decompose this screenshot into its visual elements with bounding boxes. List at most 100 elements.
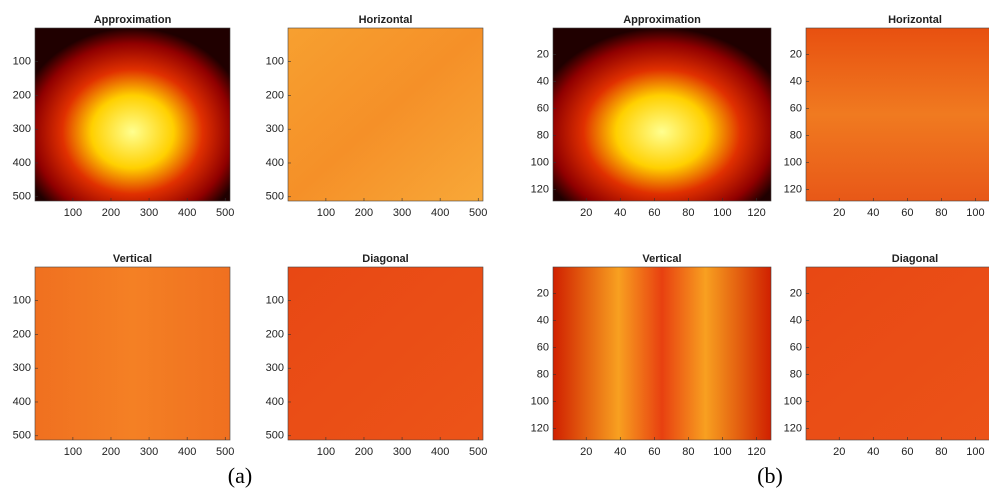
x-tick-label: 20 [580,207,592,219]
y-tick-label: 40 [537,75,549,87]
x-tick-label: 400 [431,207,449,219]
x-tick-label: 100 [64,207,82,219]
y-tick-label: 60 [790,102,802,114]
x-tick-label: 60 [648,207,660,219]
y-tick-label: 120 [531,422,549,434]
panel-label: (b) [757,463,783,488]
y-tick-label: 200 [13,328,31,340]
y-tick-label: 500 [266,191,284,203]
y-tick-label: 400 [13,396,31,408]
y-tick-label: 200 [266,328,284,340]
y-tick-label: 120 [784,183,802,195]
panel-label: (a) [228,463,252,488]
image [35,28,230,201]
y-tick-label: 20 [537,48,549,60]
x-tick-label: 400 [178,446,196,458]
y-tick-label: 300 [13,362,31,374]
x-tick-label: 200 [355,207,373,219]
x-tick-label: 80 [935,207,947,219]
y-tick-label: 100 [531,395,549,407]
x-tick-label: 20 [580,446,592,458]
x-tick-label: 80 [682,207,694,219]
x-tick-label: 20 [833,446,845,458]
x-tick-label: 120 [747,207,765,219]
x-tick-label: 40 [867,207,879,219]
x-tick-label: 200 [355,446,373,458]
image [288,28,483,201]
y-tick-label: 60 [537,102,549,114]
x-tick-label: 300 [393,446,411,458]
y-tick-label: 100 [531,156,549,168]
x-tick-label: 500 [469,446,487,458]
page: {"panels": [ {"title": "Approximation", … [0,0,989,491]
y-tick-label: 300 [266,362,284,374]
y-tick-label: 500 [266,430,284,442]
x-tick-label: 300 [140,207,158,219]
image [35,267,230,440]
y-tick-label: 80 [790,368,802,380]
y-tick-label: 300 [266,123,284,135]
y-tick-label: 20 [790,287,802,299]
x-tick-label: 100 [713,207,731,219]
y-tick-label: 120 [531,183,549,195]
panel-title: Diagonal [362,253,408,265]
x-tick-label: 500 [216,207,234,219]
y-tick-label: 120 [784,422,802,434]
y-tick-label: 100 [784,395,802,407]
y-tick-label: 100 [784,156,802,168]
image [553,267,771,440]
x-tick-label: 60 [901,446,913,458]
y-tick-label: 80 [537,368,549,380]
image [288,267,483,440]
x-tick-label: 100 [713,446,731,458]
x-tick-label: 100 [966,207,984,219]
panel-title: Horizontal [359,14,413,26]
y-tick-label: 200 [13,89,31,101]
x-tick-label: 400 [178,207,196,219]
panel-title: Horizontal [888,14,942,26]
y-tick-label: 400 [13,157,31,169]
y-tick-label: 300 [13,123,31,135]
y-tick-label: 20 [537,287,549,299]
y-tick-label: 100 [266,295,284,307]
panel-title: Vertical [642,253,681,265]
y-tick-label: 400 [266,157,284,169]
x-tick-label: 500 [216,446,234,458]
y-tick-label: 60 [790,341,802,353]
image [806,28,989,201]
x-tick-label: 400 [431,446,449,458]
x-tick-label: 300 [393,207,411,219]
y-tick-label: 80 [537,129,549,141]
x-tick-label: 100 [64,446,82,458]
x-tick-label: 120 [747,446,765,458]
x-tick-label: 40 [614,446,626,458]
panel-title: Approximation [94,14,172,26]
y-tick-label: 40 [790,314,802,326]
y-tick-label: 500 [13,430,31,442]
x-tick-label: 200 [102,446,120,458]
y-tick-label: 40 [537,314,549,326]
x-tick-label: 60 [648,446,660,458]
x-tick-label: 60 [901,207,913,219]
figure: (a) (b) Approximation 100 200 300 400 500 100 2… [0,0,989,491]
x-tick-label: 500 [469,207,487,219]
y-tick-label: 100 [13,56,31,68]
y-tick-label: 100 [266,56,284,68]
x-tick-label: 100 [317,446,335,458]
panel-title: Approximation [623,14,701,26]
y-tick-label: 400 [266,396,284,408]
x-tick-label: 40 [867,446,879,458]
panel-title: Vertical [113,253,152,265]
x-tick-label: 80 [682,446,694,458]
y-tick-label: 20 [790,48,802,60]
y-tick-label: 40 [790,75,802,87]
y-tick-label: 60 [537,341,549,353]
x-tick-label: 40 [614,207,626,219]
y-tick-label: 80 [790,129,802,141]
x-tick-label: 100 [317,207,335,219]
x-tick-label: 200 [102,207,120,219]
x-tick-label: 20 [833,207,845,219]
panel-title: Diagonal [892,253,938,265]
y-tick-label: 100 [13,295,31,307]
x-tick-label: 300 [140,446,158,458]
